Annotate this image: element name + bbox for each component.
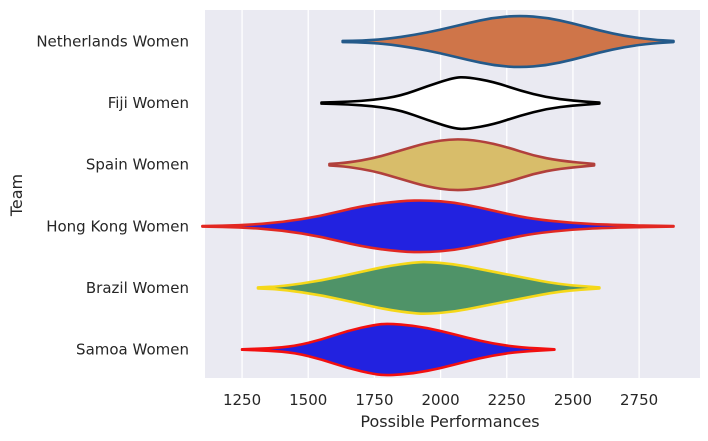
x-tick-label: 2750	[620, 391, 658, 409]
violin-spain-women	[328, 138, 596, 192]
violin-fiji-women	[320, 76, 601, 131]
violin-samoa-women	[240, 322, 556, 377]
y-tick-label: Brazil Women	[86, 279, 189, 297]
x-tick-label: 2500	[554, 391, 592, 409]
y-tick-label: Netherlands Women	[36, 33, 189, 51]
violin-netherlands-women	[341, 14, 675, 69]
x-tick-label: 1750	[355, 391, 393, 409]
violin-hong-kong-women	[201, 199, 675, 254]
y-tick-label: Spain Women	[86, 156, 189, 174]
violins	[201, 14, 675, 377]
y-tick-label: Hong Kong Women	[46, 217, 189, 235]
y-tick-labels: Netherlands Women Fiji Women Spain Women Ho…	[36, 33, 189, 359]
y-tick-label: Samoa Women	[76, 341, 189, 359]
y-tick-label: Fiji Women	[108, 94, 189, 112]
x-tick-label: 1250	[223, 391, 261, 409]
x-tick-label: 2250	[488, 391, 526, 409]
violin-brazil-women	[256, 260, 601, 315]
gridlines	[241, 10, 640, 378]
x-tick-label: 1500	[289, 391, 327, 409]
x-tick-label: 2000	[421, 391, 459, 409]
y-axis-label: Team	[7, 174, 26, 217]
plot-background	[205, 10, 700, 378]
x-axis-label: Possible Performances	[360, 412, 539, 431]
x-tick-labels: 1250 1500 1750 2000 2250 2500 2750	[223, 391, 658, 409]
